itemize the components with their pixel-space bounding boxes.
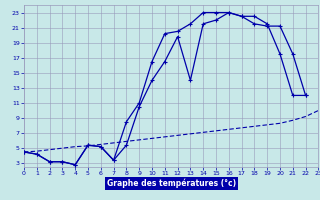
X-axis label: Graphe des températures (°c): Graphe des températures (°c) — [107, 179, 236, 188]
